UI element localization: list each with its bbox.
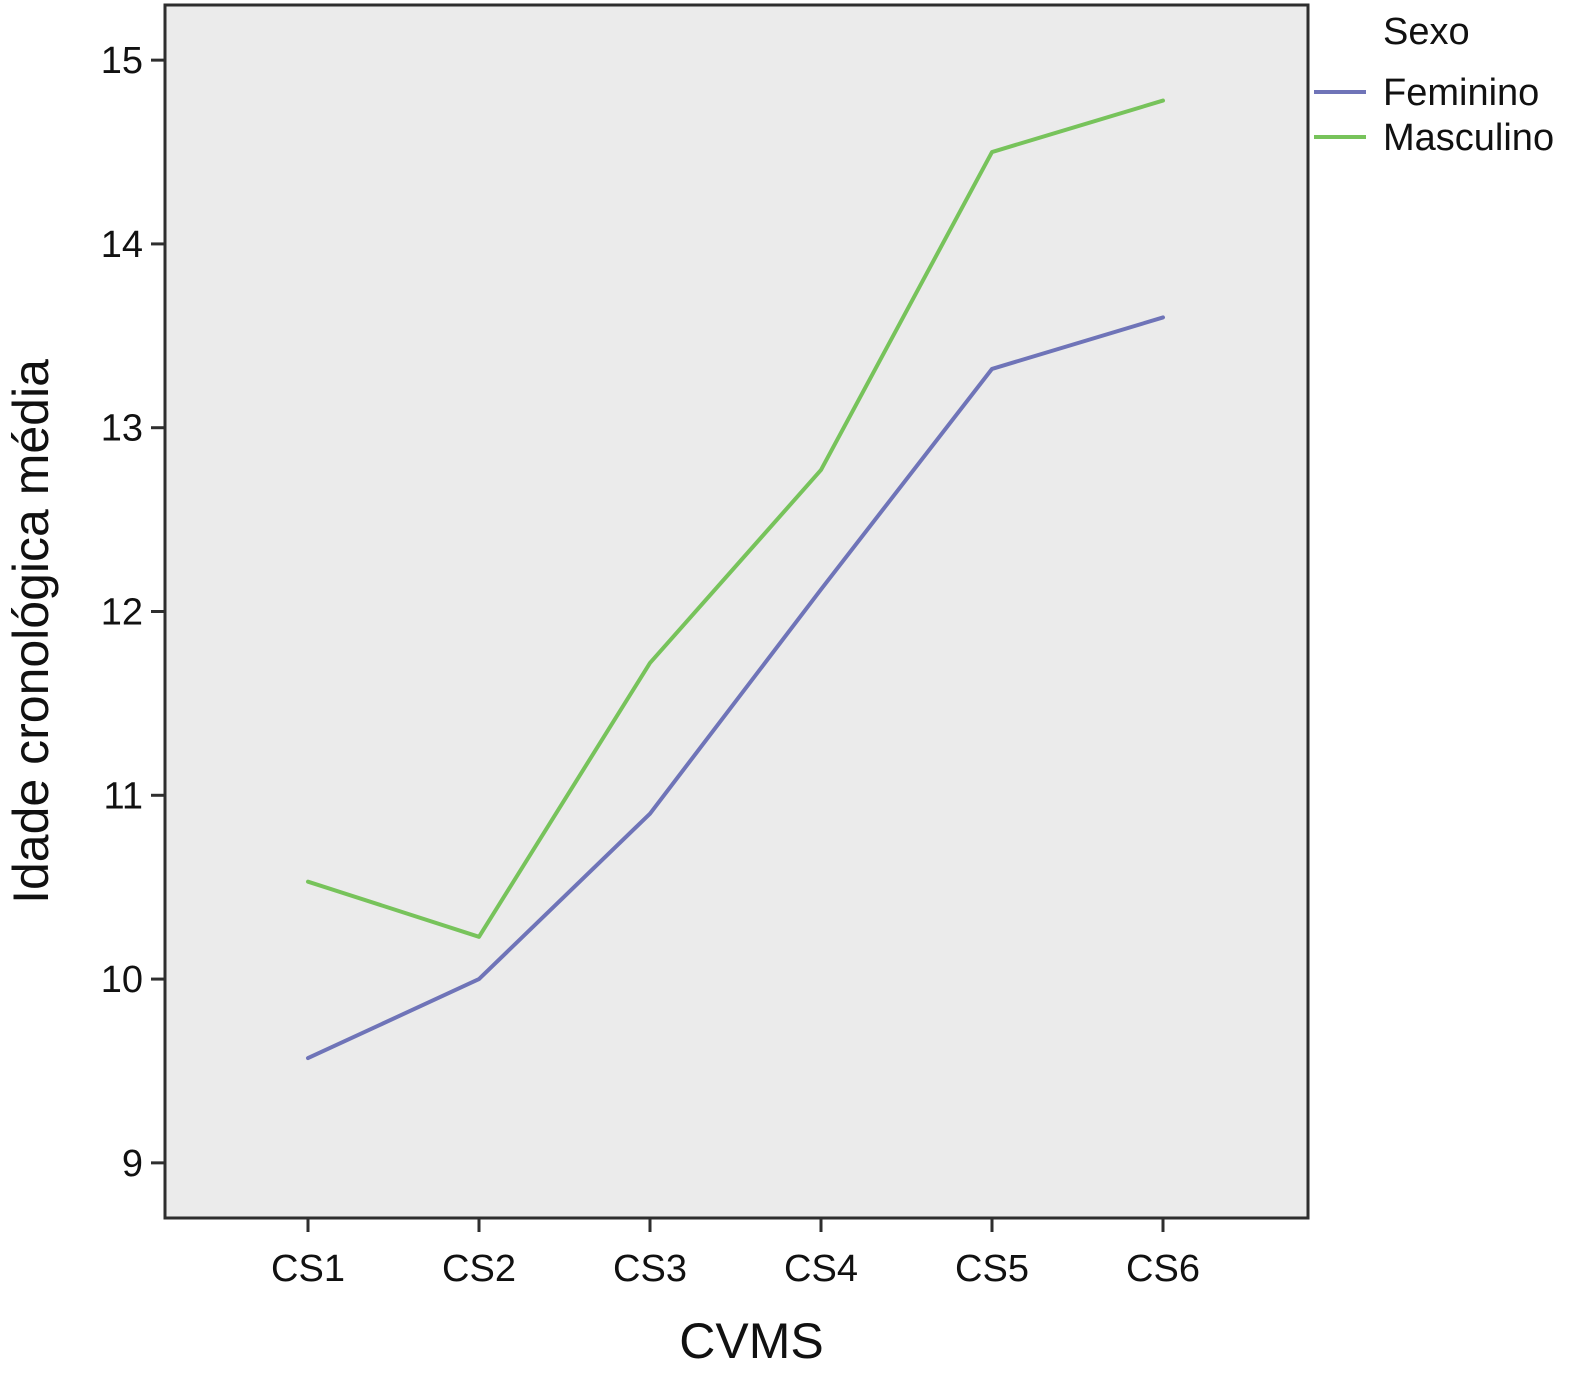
series-line-2 <box>306 98 1165 939</box>
y-tick-label: 12 <box>101 592 143 634</box>
legend-title: Sexo <box>1383 11 1470 53</box>
x-tick-label: CS5 <box>955 1248 1029 1290</box>
series-line-1 <box>306 315 1165 1061</box>
y-tick-label: 15 <box>101 40 143 82</box>
series-lines <box>306 98 1165 1061</box>
x-tick-label: CS6 <box>1126 1248 1200 1290</box>
legend-label: Masculino <box>1383 117 1554 159</box>
y-tick-label: 13 <box>101 408 143 450</box>
y-tick-label: 11 <box>104 775 143 817</box>
x-tick-label: CS1 <box>271 1248 345 1290</box>
x-tick-label: CS3 <box>613 1248 687 1290</box>
y-axis: 9 10 11 12 13 14 15 <box>101 40 165 1185</box>
plot-area <box>163 3 1310 1220</box>
x-axis-title: CVMS <box>679 1313 823 1369</box>
x-tick-label: CS4 <box>784 1248 858 1290</box>
x-tick-label: CS2 <box>442 1248 516 1290</box>
y-tick-label: 9 <box>122 1143 143 1185</box>
x-axis: CS1 CS2 CS3 CS4 CS5 CS6 <box>271 1218 1200 1290</box>
y-tick-label: 10 <box>101 959 143 1001</box>
legend-label: Feminino <box>1383 72 1539 114</box>
y-axis-title: Idade cronológica média <box>3 359 59 904</box>
y-tick-label: 14 <box>101 224 143 266</box>
